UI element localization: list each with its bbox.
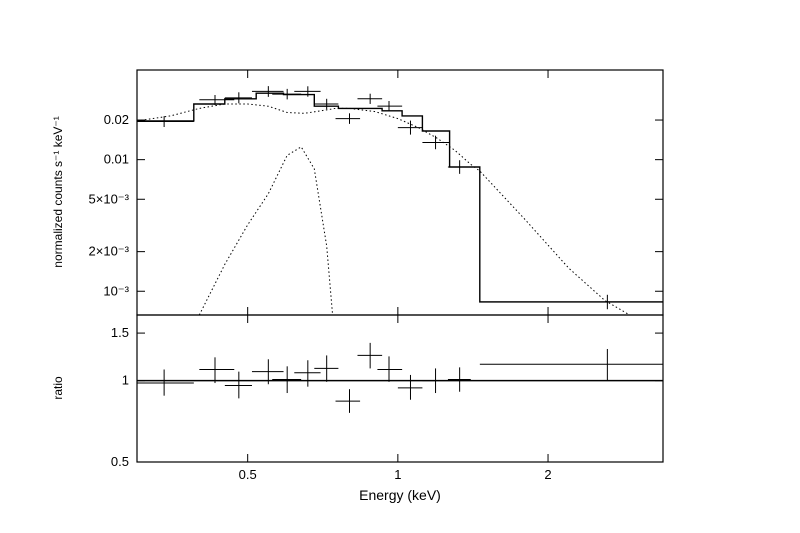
model-step-path bbox=[137, 92, 663, 303]
bottom-x-tick-label: 0.5 bbox=[239, 467, 257, 482]
bottom-panel-frame bbox=[136, 314, 664, 463]
top-panel-frame bbox=[136, 69, 664, 316]
bottom-x-tick-label: 2 bbox=[544, 467, 551, 482]
model-component-continuum bbox=[137, 103, 631, 315]
bottom-x-tick-label: 1 bbox=[394, 467, 401, 482]
top-panel: 0.02 0.01 5×10⁻³ 2×10⁻³ 10⁻³ bbox=[89, 69, 664, 316]
bottom-y-tick-label: 1 bbox=[122, 373, 129, 388]
top-y-tick-label: 10⁻³ bbox=[103, 283, 129, 298]
top-y-tick-label: 2×10⁻³ bbox=[89, 244, 130, 259]
spectrum-data-points bbox=[137, 86, 663, 310]
top-y-tick-label: 0.02 bbox=[104, 112, 129, 127]
top-y-tick-label: 0.01 bbox=[104, 152, 129, 167]
x-axis-label: Energy (keV) bbox=[359, 487, 441, 503]
bottom-y-axis-label: ratio bbox=[51, 376, 65, 400]
bottom-x-ticks: 0.5 1 2 bbox=[239, 315, 552, 482]
top-y-ticks: 0.02 0.01 5×10⁻³ 2×10⁻³ 10⁻³ bbox=[89, 112, 663, 298]
top-y-tick-label: 5×10⁻³ bbox=[89, 191, 130, 206]
top-x-ticks bbox=[247, 70, 549, 315]
model-component-line bbox=[198, 146, 334, 315]
model-step-curve bbox=[137, 92, 663, 303]
ratio-data-points bbox=[137, 342, 663, 413]
bottom-y-tick-label: 1.5 bbox=[111, 325, 129, 340]
bottom-y-tick-label: 0.5 bbox=[111, 454, 129, 469]
bottom-panel: 0.5 1 1.5 0.5 1 2 bbox=[111, 314, 664, 482]
top-y-axis-label: normalized counts s⁻¹ keV⁻¹ bbox=[51, 116, 65, 267]
bottom-y-ticks: 0.5 1 1.5 bbox=[111, 325, 663, 469]
